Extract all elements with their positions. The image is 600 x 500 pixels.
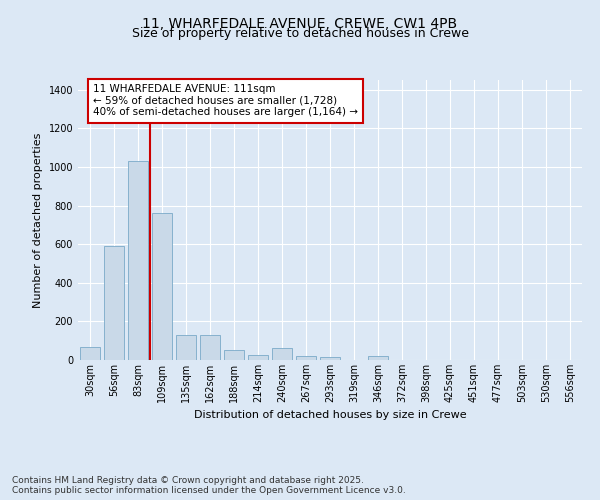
Bar [80,348,100,360]
Y-axis label: Number of detached properties: Number of detached properties [33,132,43,308]
Bar [200,335,220,360]
Bar [104,246,124,360]
Bar [320,357,340,360]
Bar [128,161,148,360]
Text: Size of property relative to detached houses in Crewe: Size of property relative to detached ho… [131,28,469,40]
Bar [296,356,316,360]
Bar [272,348,292,360]
X-axis label: Distribution of detached houses by size in Crewe: Distribution of detached houses by size … [194,410,466,420]
Bar [224,350,244,360]
Text: 11, WHARFEDALE AVENUE, CREWE, CW1 4PB: 11, WHARFEDALE AVENUE, CREWE, CW1 4PB [142,18,458,32]
Text: Contains HM Land Registry data © Crown copyright and database right 2025.
Contai: Contains HM Land Registry data © Crown c… [12,476,406,495]
Bar [248,355,268,360]
Bar [176,335,196,360]
Bar [368,356,388,360]
Bar [152,213,172,360]
Text: 11 WHARFEDALE AVENUE: 111sqm
← 59% of detached houses are smaller (1,728)
40% of: 11 WHARFEDALE AVENUE: 111sqm ← 59% of de… [93,84,358,117]
